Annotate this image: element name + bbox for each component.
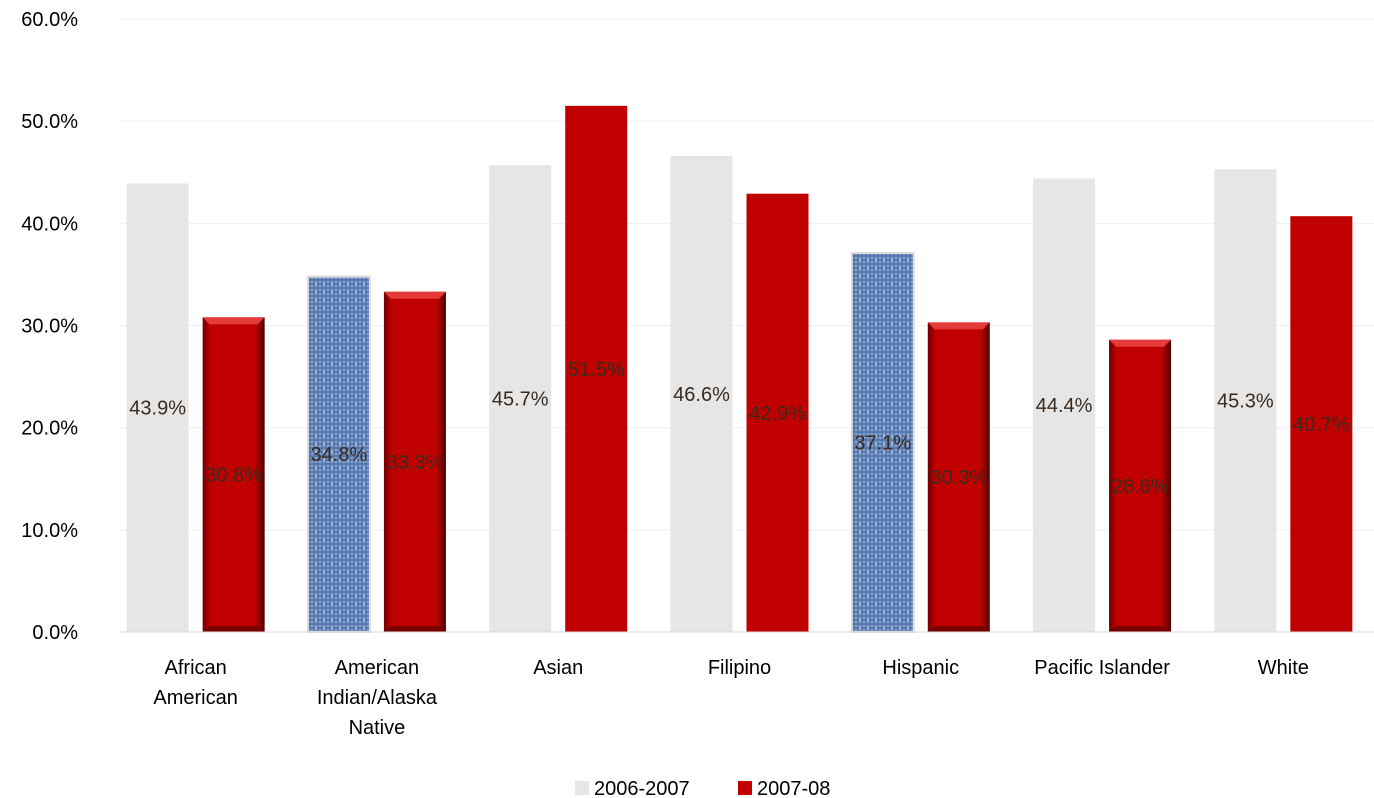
bar-bevel-top — [202, 317, 265, 325]
bar-bevel-top — [927, 322, 990, 330]
legend-swatch-2006-2007 — [575, 781, 589, 795]
category-label: Filipino — [708, 657, 771, 679]
bar-bevel-bottom — [383, 626, 446, 632]
legend-item-2007-08: 2007-08 — [738, 778, 830, 798]
y-tick-label: 20.0% — [21, 418, 78, 440]
category-label: White — [1258, 657, 1309, 679]
bar-2006-2007 — [850, 251, 915, 633]
data-label-2006-2007: 45.7% — [492, 389, 549, 411]
data-label-2007-08: 40.7% — [1293, 414, 1350, 436]
legend-label-2006-2007: 2006-2007 — [594, 778, 690, 798]
data-label-2006-2007: 45.3% — [1217, 391, 1274, 413]
bar-bevel-bottom — [927, 626, 990, 632]
bar-2006-2007 — [1214, 169, 1277, 632]
legend-swatch-2007-08 — [738, 781, 752, 795]
data-label-2006-2007: 37.1% — [854, 432, 911, 454]
data-label-2007-08: 30.8% — [205, 465, 262, 487]
bar-2007-08 — [927, 322, 990, 632]
legend-label-2007-08: 2007-08 — [757, 778, 830, 798]
bar-2006-2007 — [489, 165, 552, 632]
category-label: American Indian/Alaska Native — [317, 657, 438, 739]
legend-item-2006-2007: 2006-2007 — [575, 778, 690, 798]
data-label-2007-08: 30.3% — [930, 467, 987, 489]
y-tick-label: 10.0% — [21, 520, 78, 542]
data-label-2006-2007: 46.6% — [673, 384, 730, 406]
data-label-2007-08: 33.3% — [387, 452, 444, 474]
bar-2006-2007 — [126, 183, 189, 632]
bar-2007-08 — [202, 317, 265, 632]
bar-bevel-bottom — [202, 626, 265, 632]
category-label: African American — [153, 657, 237, 709]
data-label-2007-08: 42.9% — [749, 403, 806, 425]
bar-2007-08 — [565, 105, 628, 632]
y-tick-label: 50.0% — [21, 111, 78, 133]
bar-bevel-top — [1109, 339, 1172, 347]
bar-2006-2007 — [670, 155, 733, 633]
data-label-2006-2007: 43.9% — [129, 398, 186, 420]
data-label-2006-2007: 44.4% — [1036, 395, 1093, 417]
y-tick-label: 40.0% — [21, 213, 78, 235]
bar-2007-08 — [1109, 339, 1172, 632]
data-label-2006-2007: 34.8% — [311, 444, 368, 466]
bar-bevel-top — [383, 291, 446, 299]
y-tick-label: 0.0% — [32, 622, 78, 644]
bar-2007-08 — [746, 193, 809, 632]
bar-bevel-bottom — [1109, 626, 1172, 632]
category-label: Pacific Islander — [1034, 657, 1170, 679]
data-label-2007-08: 28.6% — [1112, 476, 1169, 498]
bar-2006-2007 — [1033, 178, 1096, 632]
y-tick-label: 60.0% — [21, 9, 78, 31]
bar-2007-08 — [1290, 216, 1353, 632]
bar-2007-08 — [383, 291, 446, 632]
data-label-2007-08: 51.5% — [568, 359, 625, 381]
y-tick-label: 30.0% — [21, 316, 78, 338]
category-label: Asian — [533, 657, 583, 679]
category-label: Hispanic — [882, 657, 959, 679]
bar-2006-2007 — [306, 275, 371, 633]
